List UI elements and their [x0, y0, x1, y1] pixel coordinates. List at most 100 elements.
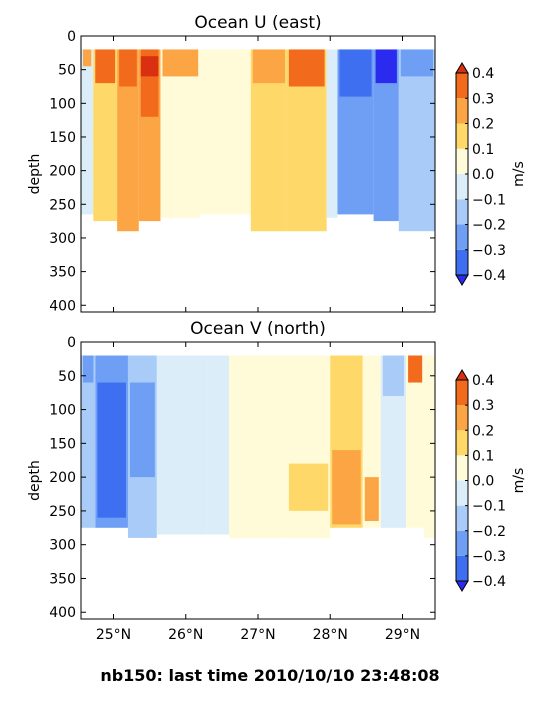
figure-caption: nb150: last time 2010/10/10 23:48:08 [100, 666, 440, 685]
contour-band [160, 49, 201, 218]
contour-band [117, 49, 139, 232]
contour-patch [382, 355, 405, 397]
colorbar-segment [456, 455, 468, 481]
y-tick-label: 300 [49, 231, 76, 247]
y-tick-label: 50 [58, 63, 76, 79]
x-tick-label: 25°N [96, 627, 131, 643]
contour-patch [95, 49, 116, 84]
contour-band [207, 355, 230, 535]
y-tick-label: 400 [49, 605, 76, 621]
colorbar-extend-min [455, 274, 469, 286]
contour-patch [400, 49, 433, 77]
colorbar-segment [456, 148, 468, 174]
colorbar-tick-label: 0.2 [472, 423, 494, 439]
contour-band [424, 355, 435, 538]
contour-patch [162, 49, 199, 77]
y-tick-label: 0 [67, 335, 76, 351]
y-tick-label: 200 [49, 470, 76, 486]
contour-patch [97, 382, 126, 518]
y-axis-label: depth [27, 460, 43, 501]
y-tick-label: 150 [49, 130, 76, 146]
contour-patch [408, 355, 423, 383]
colorbar-segment [456, 249, 468, 275]
contour-patch [140, 56, 159, 77]
y-tick-label: 400 [49, 298, 76, 314]
colorbar-label: m/s [511, 468, 527, 494]
colorbar-tick-label: 0.1 [472, 142, 494, 158]
contour-patch [83, 355, 94, 383]
contour-band [326, 49, 338, 218]
y-tick-label: 200 [49, 164, 76, 180]
colorbar-tick-label: −0.2 [472, 524, 506, 540]
contour-band [200, 49, 251, 215]
contour-patch [364, 477, 379, 522]
colorbar-segment [456, 123, 468, 149]
contour-patch [252, 49, 285, 84]
chart-title: Ocean U (east) [194, 13, 321, 33]
contour-patch [288, 49, 325, 87]
colorbar-segment [456, 174, 468, 200]
contour-patch [375, 49, 397, 84]
colorbar-tick-label: 0.0 [472, 474, 494, 490]
y-tick-label: 100 [49, 403, 76, 419]
colorbar-tick-label: 0.3 [472, 91, 494, 107]
x-tick-label: 29°N [385, 627, 420, 643]
contour-patch [119, 49, 137, 87]
colorbar-tick-label: 0.0 [472, 167, 494, 183]
contour-patch [288, 463, 329, 511]
contour-band [406, 355, 425, 528]
contour-band [156, 355, 208, 535]
y-tick-label: 50 [58, 369, 76, 385]
colorbar-segment [456, 480, 468, 506]
colorbar: −0.4 −0.3 −0.2 −0.1 0.0 0.1 0.2 0.3 0.4 m/s [455, 369, 527, 592]
colorbar-label: m/s [511, 161, 527, 187]
colorbar-tick-label: −0.4 [472, 268, 506, 284]
y-tick-label: 350 [49, 265, 76, 281]
contour-band [229, 355, 287, 538]
contour-patch [83, 49, 92, 67]
contour-band [398, 49, 435, 232]
x-tick-label: 28°N [313, 627, 348, 643]
colorbar-extend-max [455, 62, 469, 74]
y-axis-label: depth [27, 154, 43, 195]
colorbar-segment [456, 405, 468, 431]
contour-patch [332, 450, 361, 525]
colorbar-tick-label: 0.4 [472, 373, 494, 389]
colorbar-segment [456, 380, 468, 406]
colorbar-tick-label: 0.2 [472, 117, 494, 133]
colorbar-tick-label: −0.1 [472, 192, 506, 208]
colorbar-segment [456, 505, 468, 531]
contour-band [93, 49, 118, 222]
colorbar-segment [456, 530, 468, 556]
contour-patch [129, 382, 155, 478]
colorbar-tick-label: −0.1 [472, 499, 506, 515]
contour-band [81, 355, 96, 528]
colorbar-extend-min [455, 580, 469, 592]
colorbar-tick-label: −0.3 [472, 549, 506, 565]
colorbar: −0.4 −0.3 −0.2 −0.1 0.0 0.1 0.2 0.3 0.4 m/s [455, 62, 527, 286]
y-tick-label: 150 [49, 436, 76, 452]
colorbar-segment [456, 430, 468, 456]
colorbar-segment [456, 73, 468, 99]
colorbar-tick-label: −0.4 [472, 574, 506, 590]
colorbar-segment [456, 98, 468, 124]
x-tick-label: 26°N [168, 627, 203, 643]
colorbar-segment [456, 199, 468, 225]
contour-patch [339, 49, 372, 97]
colorbar-tick-label: −0.2 [472, 218, 506, 234]
x-tick-label: 27°N [240, 627, 275, 643]
chart-panel-2: 0 50 100 150 200 250 300 350 400 25°N 26°N 27°N 28°N… [27, 319, 527, 643]
colorbar-segment [456, 224, 468, 250]
chart-panel-1: 0 50 100 150 200 250 300 350 400 Ocean U (east) de… [27, 13, 527, 314]
y-tick-label: 250 [49, 197, 76, 213]
colorbar-tick-label: −0.3 [472, 243, 506, 259]
chart-title: Ocean V (north) [190, 319, 326, 339]
y-tick-label: 300 [49, 538, 76, 554]
colorbar-segment [456, 555, 468, 581]
y-tick-label: 350 [49, 571, 76, 587]
y-tick-label: 100 [49, 96, 76, 112]
y-tick-label: 0 [67, 29, 76, 45]
contour-band [81, 49, 94, 215]
colorbar-tick-label: 0.1 [472, 448, 494, 464]
